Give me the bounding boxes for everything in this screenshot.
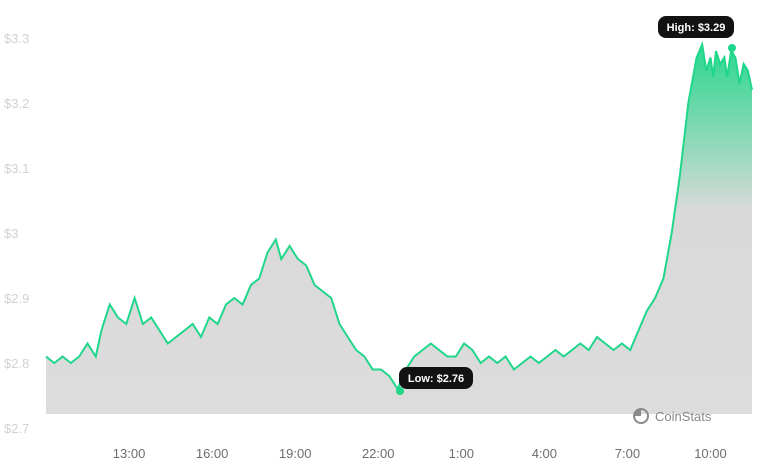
price-area xyxy=(46,44,752,414)
x-tick-label: 16:00 xyxy=(196,446,229,461)
x-tick-label: 22:00 xyxy=(362,446,395,461)
x-tick-label: 1:00 xyxy=(449,446,474,461)
x-tick-label: 4:00 xyxy=(532,446,557,461)
low-point xyxy=(396,387,404,395)
plot-area xyxy=(45,40,753,414)
y-tick-label: $2.8 xyxy=(4,356,29,371)
y-tick-label: $3.1 xyxy=(4,161,29,176)
y-tick-label: $3.2 xyxy=(4,96,29,111)
extreme-markers: High: $3.29 Low: $2.76 xyxy=(396,16,736,395)
x-tick-label: 10:00 xyxy=(694,446,727,461)
high-tooltip xyxy=(658,16,734,38)
y-tick-label: $2.7 xyxy=(4,421,29,436)
x-tick-label: 19:00 xyxy=(279,446,312,461)
y-tick-label: $3.3 xyxy=(4,31,29,46)
y-tick-label: $2.9 xyxy=(4,291,29,306)
low-tooltip xyxy=(399,367,473,389)
x-tick-label: 7:00 xyxy=(615,446,640,461)
coinstats-logo: CoinStats xyxy=(633,408,712,424)
high-point xyxy=(728,44,736,52)
x-axis: 13:00 16:00 19:00 22:00 1:00 4:00 7:00 10:00 xyxy=(113,446,727,461)
x-tick-label: 13:00 xyxy=(113,446,146,461)
low-label: Low: $2.76 xyxy=(408,373,464,385)
y-axis: $2.7 $2.8 $2.9 $3 $3.1 $3.2 $3.3 xyxy=(4,31,29,436)
pie-chart-icon xyxy=(633,408,649,424)
high-label: High: $3.29 xyxy=(667,22,726,34)
brand-name: CoinStats xyxy=(655,409,712,424)
price-line xyxy=(45,40,753,392)
y-tick-label: $3 xyxy=(4,226,18,241)
